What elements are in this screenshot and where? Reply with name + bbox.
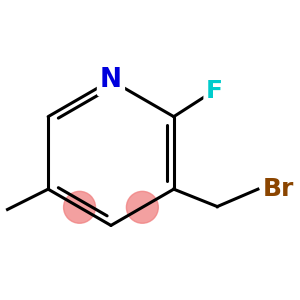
Text: Br: Br — [262, 177, 294, 201]
Text: N: N — [100, 68, 122, 93]
Circle shape — [126, 191, 158, 223]
Circle shape — [64, 191, 95, 223]
Text: F: F — [206, 79, 223, 103]
